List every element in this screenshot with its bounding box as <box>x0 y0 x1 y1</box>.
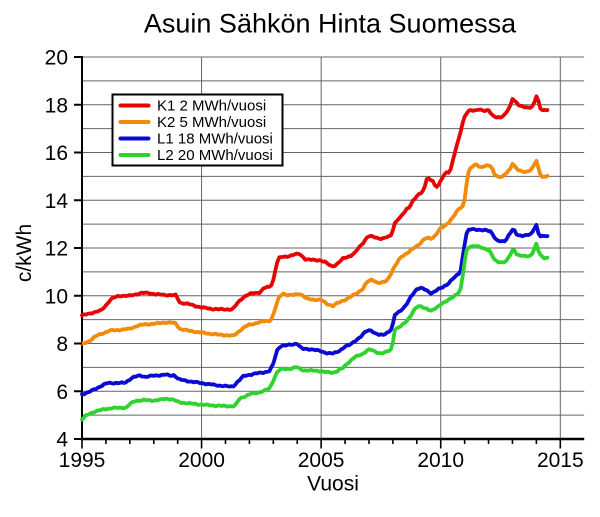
svg-text:8: 8 <box>56 333 68 356</box>
svg-text:L1 18 MWh/vuosi: L1 18 MWh/vuosi <box>157 131 273 148</box>
svg-text:14: 14 <box>45 190 69 213</box>
svg-text:2015: 2015 <box>537 449 584 472</box>
svg-text:K2 5 MWh/vuosi: K2 5 MWh/vuosi <box>157 114 266 131</box>
svg-text:c/kWh: c/kWh <box>13 224 36 282</box>
svg-text:1995: 1995 <box>59 449 106 472</box>
svg-text:2000: 2000 <box>178 449 225 472</box>
svg-text:K1 2 MWh/vuosi: K1 2 MWh/vuosi <box>157 98 266 115</box>
svg-text:Vuosi: Vuosi <box>307 473 359 496</box>
svg-text:20: 20 <box>45 47 68 70</box>
svg-text:16: 16 <box>45 142 68 165</box>
svg-text:2010: 2010 <box>417 449 464 472</box>
svg-text:Asuin Sähkön Hinta Suomessa: Asuin Sähkön Hinta Suomessa <box>144 9 517 39</box>
svg-text:10: 10 <box>45 285 68 308</box>
svg-text:4: 4 <box>56 429 68 452</box>
svg-text:12: 12 <box>45 238 68 261</box>
svg-text:L2 20 MWh/vuosi: L2 20 MWh/vuosi <box>157 147 273 164</box>
svg-text:2005: 2005 <box>298 449 345 472</box>
svg-text:18: 18 <box>45 94 68 117</box>
svg-text:6: 6 <box>56 381 68 404</box>
